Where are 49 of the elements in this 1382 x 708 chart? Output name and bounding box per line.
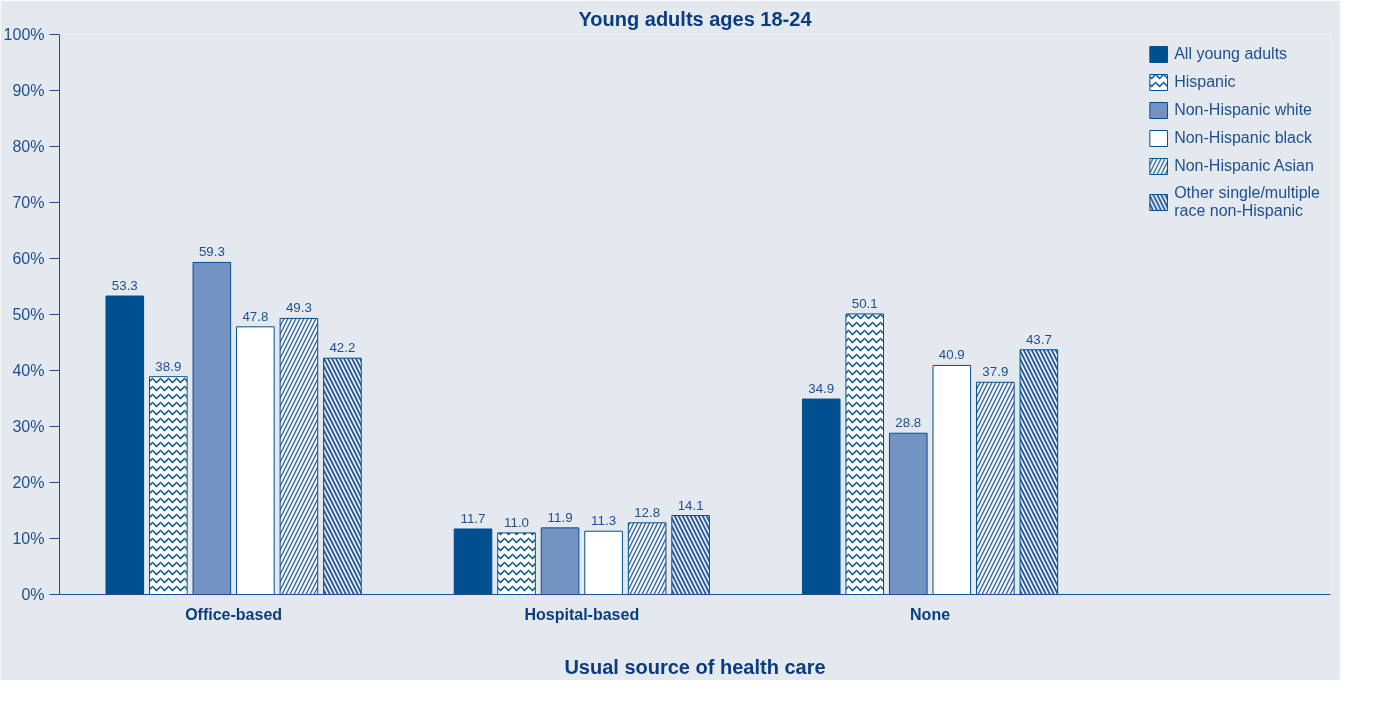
x-axis-title: Usual source of health care bbox=[564, 655, 826, 678]
legend-label: Non-Hispanic white bbox=[1174, 101, 1312, 119]
data-label: 11.9 bbox=[547, 509, 573, 525]
bar bbox=[236, 326, 275, 595]
bar bbox=[192, 261, 232, 595]
data-label: 38.9 bbox=[155, 358, 182, 374]
data-label: 49.3 bbox=[285, 300, 312, 316]
data-label: 11.3 bbox=[591, 513, 617, 529]
y-tick-label: 0% bbox=[21, 586, 45, 603]
data-label: 11.0 bbox=[504, 514, 530, 530]
x-tick-label: Hospital-based bbox=[524, 605, 640, 623]
y-tick-label: 70% bbox=[12, 194, 45, 211]
data-label: 42.2 bbox=[329, 340, 356, 356]
data-label: 43.7 bbox=[1025, 331, 1052, 347]
y-tick-label: 30% bbox=[12, 418, 45, 435]
data-label: 28.8 bbox=[895, 415, 922, 431]
legend-label: Non-Hispanic black bbox=[1174, 129, 1312, 147]
data-label: 14.1 bbox=[677, 497, 704, 513]
y-tick-label: 50% bbox=[12, 306, 45, 323]
y-tick-label: 10% bbox=[12, 530, 45, 547]
data-label: 37.9 bbox=[982, 364, 1009, 380]
data-label: 11.7 bbox=[460, 510, 486, 526]
y-tick-label: 60% bbox=[12, 250, 45, 267]
x-tick-label: None bbox=[910, 605, 951, 623]
legend-label: Non-Hispanic Asian bbox=[1174, 157, 1314, 175]
x-tick-label: Office-based bbox=[185, 605, 283, 623]
bar bbox=[932, 364, 972, 595]
legend-label: All young adults bbox=[1174, 45, 1288, 63]
y-tick-label: 40% bbox=[12, 362, 45, 379]
bar bbox=[584, 530, 623, 595]
y-tick-label: 100% bbox=[3, 26, 45, 43]
data-label: 40.9 bbox=[938, 347, 965, 363]
y-tick-label: 90% bbox=[12, 82, 45, 99]
data-label: 34.9 bbox=[808, 381, 835, 397]
bar bbox=[453, 528, 493, 595]
legend-label: Hispanic bbox=[1174, 73, 1236, 91]
data-label: 53.3 bbox=[111, 278, 138, 294]
y-tick-label: 20% bbox=[12, 474, 45, 491]
data-label: 50.1 bbox=[851, 295, 878, 311]
data-label: 47.8 bbox=[242, 308, 269, 324]
y-tick-label: 80% bbox=[12, 138, 45, 155]
bar bbox=[105, 295, 145, 595]
data-label: 59.3 bbox=[198, 244, 225, 260]
data-label: 12.8 bbox=[634, 504, 661, 520]
legend-label: Other single/multiple race non-Hispanic bbox=[1174, 184, 1320, 220]
bar bbox=[801, 398, 841, 595]
chart-title: Young adults ages 18-24 bbox=[578, 7, 813, 30]
bar bbox=[888, 432, 928, 595]
bar bbox=[540, 527, 580, 595]
